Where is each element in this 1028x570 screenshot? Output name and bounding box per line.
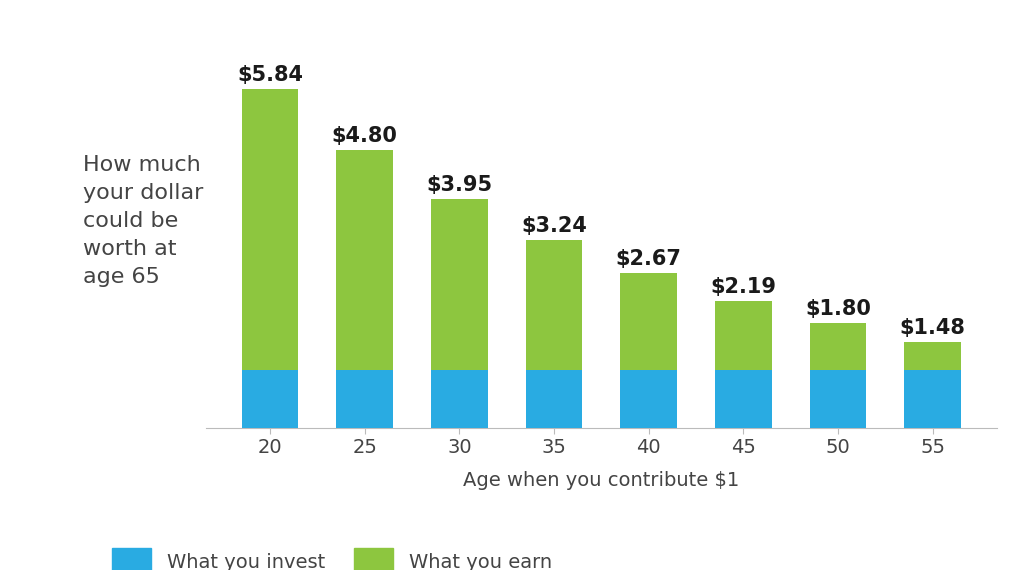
Bar [431,369,487,428]
Bar [431,199,487,369]
Text: $1.48: $1.48 [900,318,965,338]
Bar [715,301,772,369]
Bar [336,150,393,369]
Bar [810,323,867,369]
Bar [905,342,961,369]
Bar [242,369,298,428]
Text: $3.95: $3.95 [427,175,492,195]
Text: How much
your dollar
could be
worth at
age 65: How much your dollar could be worth at a… [83,154,204,287]
Text: $3.24: $3.24 [521,216,587,236]
Text: $5.84: $5.84 [237,66,303,86]
Bar [715,369,772,428]
Text: $4.80: $4.80 [332,125,398,146]
Bar [620,369,677,428]
Text: $2.67: $2.67 [616,249,682,269]
Bar [525,240,583,369]
Bar [905,369,961,428]
Legend: What you invest, What you earn: What you invest, What you earn [112,548,552,570]
Bar [620,273,677,369]
X-axis label: Age when you contribute $1: Age when you contribute $1 [464,471,739,490]
Text: $1.80: $1.80 [805,299,871,319]
Bar [810,369,867,428]
Bar [242,89,298,369]
Text: $2.19: $2.19 [710,276,776,297]
Bar [525,369,583,428]
Bar [336,369,393,428]
